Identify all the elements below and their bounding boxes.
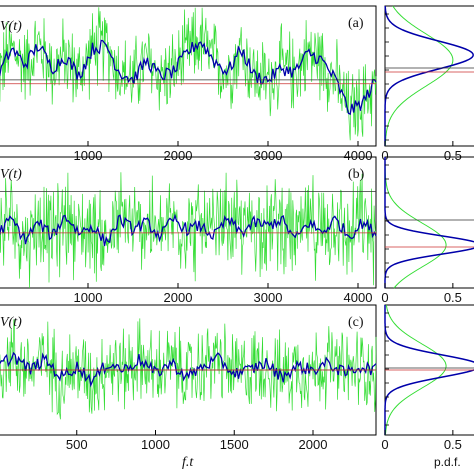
- pdf-xtick-label: 0.5: [444, 148, 462, 163]
- xtick-label: 1000: [74, 148, 103, 163]
- x-axis-label-pdf: p.d.f.: [434, 455, 461, 469]
- xtick-label: 1000: [141, 437, 170, 452]
- xtick-label: 500: [66, 437, 88, 452]
- smoothed-series-line: [0, 39, 377, 116]
- pdf-xtick-label: 0: [381, 148, 388, 163]
- pdf-panel-c: 0 0.5: [381, 304, 474, 452]
- panel-a: V(t) (a) 1000 2000 3000 4000: [0, 5, 377, 163]
- xtick-label: 1500: [220, 437, 249, 452]
- panel-a-plot-area: [0, 7, 377, 141]
- xtick-label: 1000: [74, 290, 103, 305]
- xtick-label: 3000: [254, 290, 283, 305]
- pdf-xtick-label: 0.5: [444, 290, 462, 305]
- pdf-panel-a-curves: 0 0.5: [381, 5, 474, 163]
- panel-a-ylabel: V(t): [0, 19, 22, 34]
- pdf-panel-a: 0 0.5: [381, 5, 474, 163]
- pdf-raw-curve: [384, 5, 454, 146]
- xtick-label: 4000: [344, 290, 373, 305]
- xtick-label: 2000: [164, 290, 193, 305]
- panel-c-xticks: 500 1000 1500 2000: [66, 430, 328, 452]
- pdf-smoothed-curve: [384, 6, 474, 146]
- panel-b-plot-area: [0, 172, 377, 289]
- panel-c-label: (c): [348, 315, 364, 330]
- raw-series-line: [0, 318, 377, 420]
- panel-b: V(t) (b) 1000 2000 3000 4000: [0, 156, 377, 305]
- smoothed-series-line: [0, 213, 377, 247]
- pdf-smoothed-curve: [384, 157, 474, 288]
- pdf-xtick-label: 0: [381, 290, 388, 305]
- pdf-panel-b: 0 0.5: [381, 156, 474, 305]
- panel-b-label: (b): [348, 167, 365, 182]
- x-axis-label-main: f.t: [182, 455, 194, 470]
- raw-series-line: [0, 172, 377, 289]
- panel-c: V(t) (c) 500 1000 1500 2000: [0, 304, 377, 452]
- pdf-raw-curve: [384, 157, 447, 289]
- xtick-label: 2000: [299, 437, 328, 452]
- pdf-panel-a-frame: [384, 5, 474, 147]
- panel-c-plot-area: [0, 318, 377, 420]
- xtick-label: 2000: [164, 148, 193, 163]
- panel-b-frame: [0, 156, 377, 289]
- panel-c-ylabel: V(t): [0, 315, 22, 330]
- panel-a-label: (a): [348, 16, 364, 31]
- panel-a-xticks: 1000 2000 3000 4000: [74, 141, 373, 163]
- pdf-xtick-label: 0: [381, 437, 388, 452]
- raw-series-line: [0, 7, 377, 141]
- pdf-panel-b-frame: [384, 156, 474, 289]
- panel-b-ylabel: V(t): [0, 167, 22, 182]
- xtick-label: 4000: [344, 148, 373, 163]
- xtick-label: 3000: [254, 148, 283, 163]
- panel-a-frame: [0, 5, 377, 147]
- pdf-xtick-label: 0.5: [444, 437, 462, 452]
- pdf-panel-b-curves: 0 0.5: [381, 157, 474, 305]
- panel-b-xticks: 1000 2000 3000 4000: [74, 283, 373, 305]
- pdf-panel-c-curves: 0 0.5: [381, 304, 474, 452]
- smoothed-series-line: [0, 351, 377, 388]
